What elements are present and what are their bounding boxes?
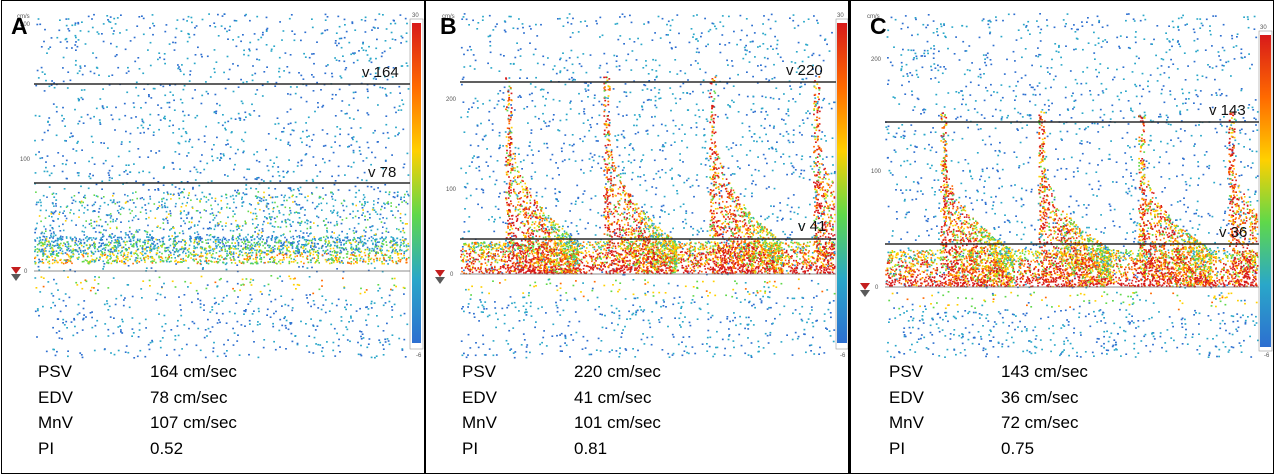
doppler-spectrum-b: v 220 v 41 cm/s 200 100 0 30 -6 bbox=[435, 13, 848, 359]
flow-direction-icon bbox=[11, 267, 21, 281]
doppler-spectrum-c: v 143 v 36 cm/s 200 100 0 30 -6 bbox=[860, 13, 1273, 359]
measurement-label: PSV bbox=[462, 362, 497, 381]
measurement-label: MnV bbox=[38, 413, 73, 432]
measurement-value: 220 cm/sec bbox=[574, 362, 661, 381]
caliper-label-edv: v 36 bbox=[1219, 224, 1247, 241]
panel-b: v 220 v 41 cm/s 200 100 0 30 -6 B PSV 220… bbox=[425, 0, 849, 474]
caliper-label-psv: v 164 bbox=[362, 64, 399, 81]
measurement-label: MnV bbox=[889, 413, 924, 432]
measurement-value: 0.75 bbox=[1001, 438, 1035, 458]
tick-0: 0 bbox=[24, 269, 28, 275]
panel-letter: C bbox=[870, 13, 887, 39]
panel-letter: B bbox=[440, 13, 457, 39]
tick-100: 100 bbox=[446, 187, 457, 193]
panel-a: v 164 v 78 cm/s 200 100 0 30 -6 A PSV 164… bbox=[1, 0, 425, 474]
measurement-value: 101 cm/sec bbox=[574, 413, 661, 432]
flow-direction-icon bbox=[435, 270, 445, 284]
scale-min: -6 bbox=[840, 353, 846, 359]
tick-100: 100 bbox=[20, 157, 31, 163]
measurement-value: 143 cm/sec bbox=[1001, 362, 1088, 381]
scale-unit: cm/s bbox=[867, 14, 880, 20]
scale-max: 30 bbox=[412, 13, 419, 19]
flow-direction-icon bbox=[860, 283, 870, 297]
measurement-label: PI bbox=[462, 438, 479, 458]
tick-200: 200 bbox=[20, 22, 31, 28]
measurement-label: MnV bbox=[462, 413, 497, 432]
tick-0: 0 bbox=[875, 285, 879, 291]
tick-200: 200 bbox=[871, 57, 882, 63]
caliper-label-psv: v 220 bbox=[786, 62, 823, 79]
scale-min: -6 bbox=[416, 353, 422, 359]
scale-min: -6 bbox=[1264, 353, 1270, 359]
scale-unit: cm/s bbox=[17, 14, 30, 20]
measurement-value: 0.81 bbox=[574, 438, 608, 458]
measurement-label: PSV bbox=[889, 362, 924, 381]
tick-0: 0 bbox=[450, 272, 454, 278]
measurement-label: PI bbox=[38, 438, 55, 458]
measurement-value: 72 cm/sec bbox=[1001, 413, 1079, 432]
caliper-label-edv: v 78 bbox=[368, 164, 396, 181]
measurement-label: PI bbox=[889, 438, 906, 458]
panel-c: v 143 v 36 cm/s 200 100 0 30 -6 C PSV 143… bbox=[849, 0, 1274, 474]
doppler-spectrum-a: v 164 v 78 cm/s 200 100 0 30 -6 bbox=[11, 13, 424, 359]
measurement-value: 164 cm/sec bbox=[150, 362, 237, 381]
measurement-value: 107 cm/sec bbox=[150, 413, 237, 432]
measurement-value: 78 cm/sec bbox=[150, 387, 228, 407]
tick-200: 200 bbox=[446, 97, 457, 103]
measurement-label: EDV bbox=[462, 387, 497, 407]
caliper-label-edv: v 41 bbox=[798, 218, 826, 235]
measurement-label: EDV bbox=[38, 387, 73, 407]
panel-letter: A bbox=[11, 13, 28, 39]
measurement-value: 36 cm/sec bbox=[1001, 387, 1079, 407]
scale-max: 30 bbox=[1260, 25, 1267, 31]
measurement-label: PSV bbox=[38, 362, 73, 381]
measurement-value: 41 cm/sec bbox=[574, 387, 652, 407]
scale-max: 30 bbox=[837, 13, 844, 19]
measurement-label: EDV bbox=[889, 387, 924, 407]
scale-unit: cm/s bbox=[442, 14, 455, 20]
measurement-value: 0.52 bbox=[150, 438, 184, 458]
caliper-label-psv: v 143 bbox=[1209, 102, 1246, 119]
tick-100: 100 bbox=[871, 169, 882, 175]
